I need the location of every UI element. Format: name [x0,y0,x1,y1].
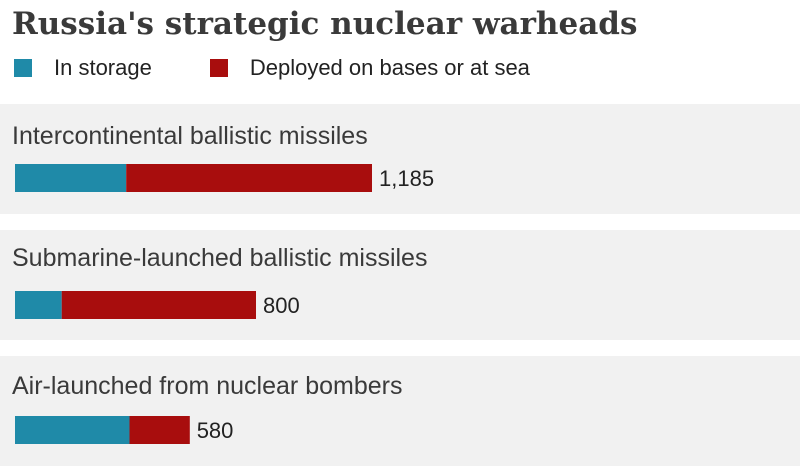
bar-group-slbm: 800 [15,291,575,319]
bar-svg-slbm: 800 [15,291,300,319]
legend: In storage Deployed on bases or at sea [14,52,588,84]
chart-title: Russia's strategic nuclear warheads [12,6,638,42]
bar-group-icbm: 1,185 [15,164,575,192]
bar-segment-slbm-in-storage [15,291,62,319]
bar-svg-bombers: 580 [15,416,234,444]
category-label-bombers: Air-launched from nuclear bombers [12,372,403,400]
value-label-bombers: 580 [197,418,234,443]
category-panel-bombers: Air-launched from nuclear bombers 580 [0,356,800,466]
legend-swatch-deployed [209,59,228,77]
value-label-icbm: 1,185 [379,166,434,191]
category-panel-slbm: Submarine-launched ballistic missiles 80… [0,230,800,340]
bar-segment-bombers-deployed [129,416,190,444]
bar-segment-bombers-in-storage [15,416,130,444]
bar-segment-icbm-in-storage [15,164,127,192]
category-panel-icbm: Intercontinental ballistic missiles 1,18… [0,104,800,214]
bar-group-bombers: 580 [15,416,575,444]
category-label-slbm: Submarine-launched ballistic missiles [12,244,428,272]
category-label-icbm: Intercontinental ballistic missiles [12,122,368,150]
legend-label-in-storage: In storage [54,55,152,80]
legend-swatch-in-storage [14,59,32,77]
legend-item-deployed: Deployed on bases or at sea [209,55,530,81]
legend-label-deployed: Deployed on bases or at sea [249,55,530,80]
bar-segment-slbm-deployed [61,291,257,319]
legend-item-in-storage: In storage [14,55,152,81]
bar-svg-icbm: 1,185 [15,164,434,192]
value-label-slbm: 800 [263,293,300,318]
bar-segment-icbm-deployed [126,164,372,192]
